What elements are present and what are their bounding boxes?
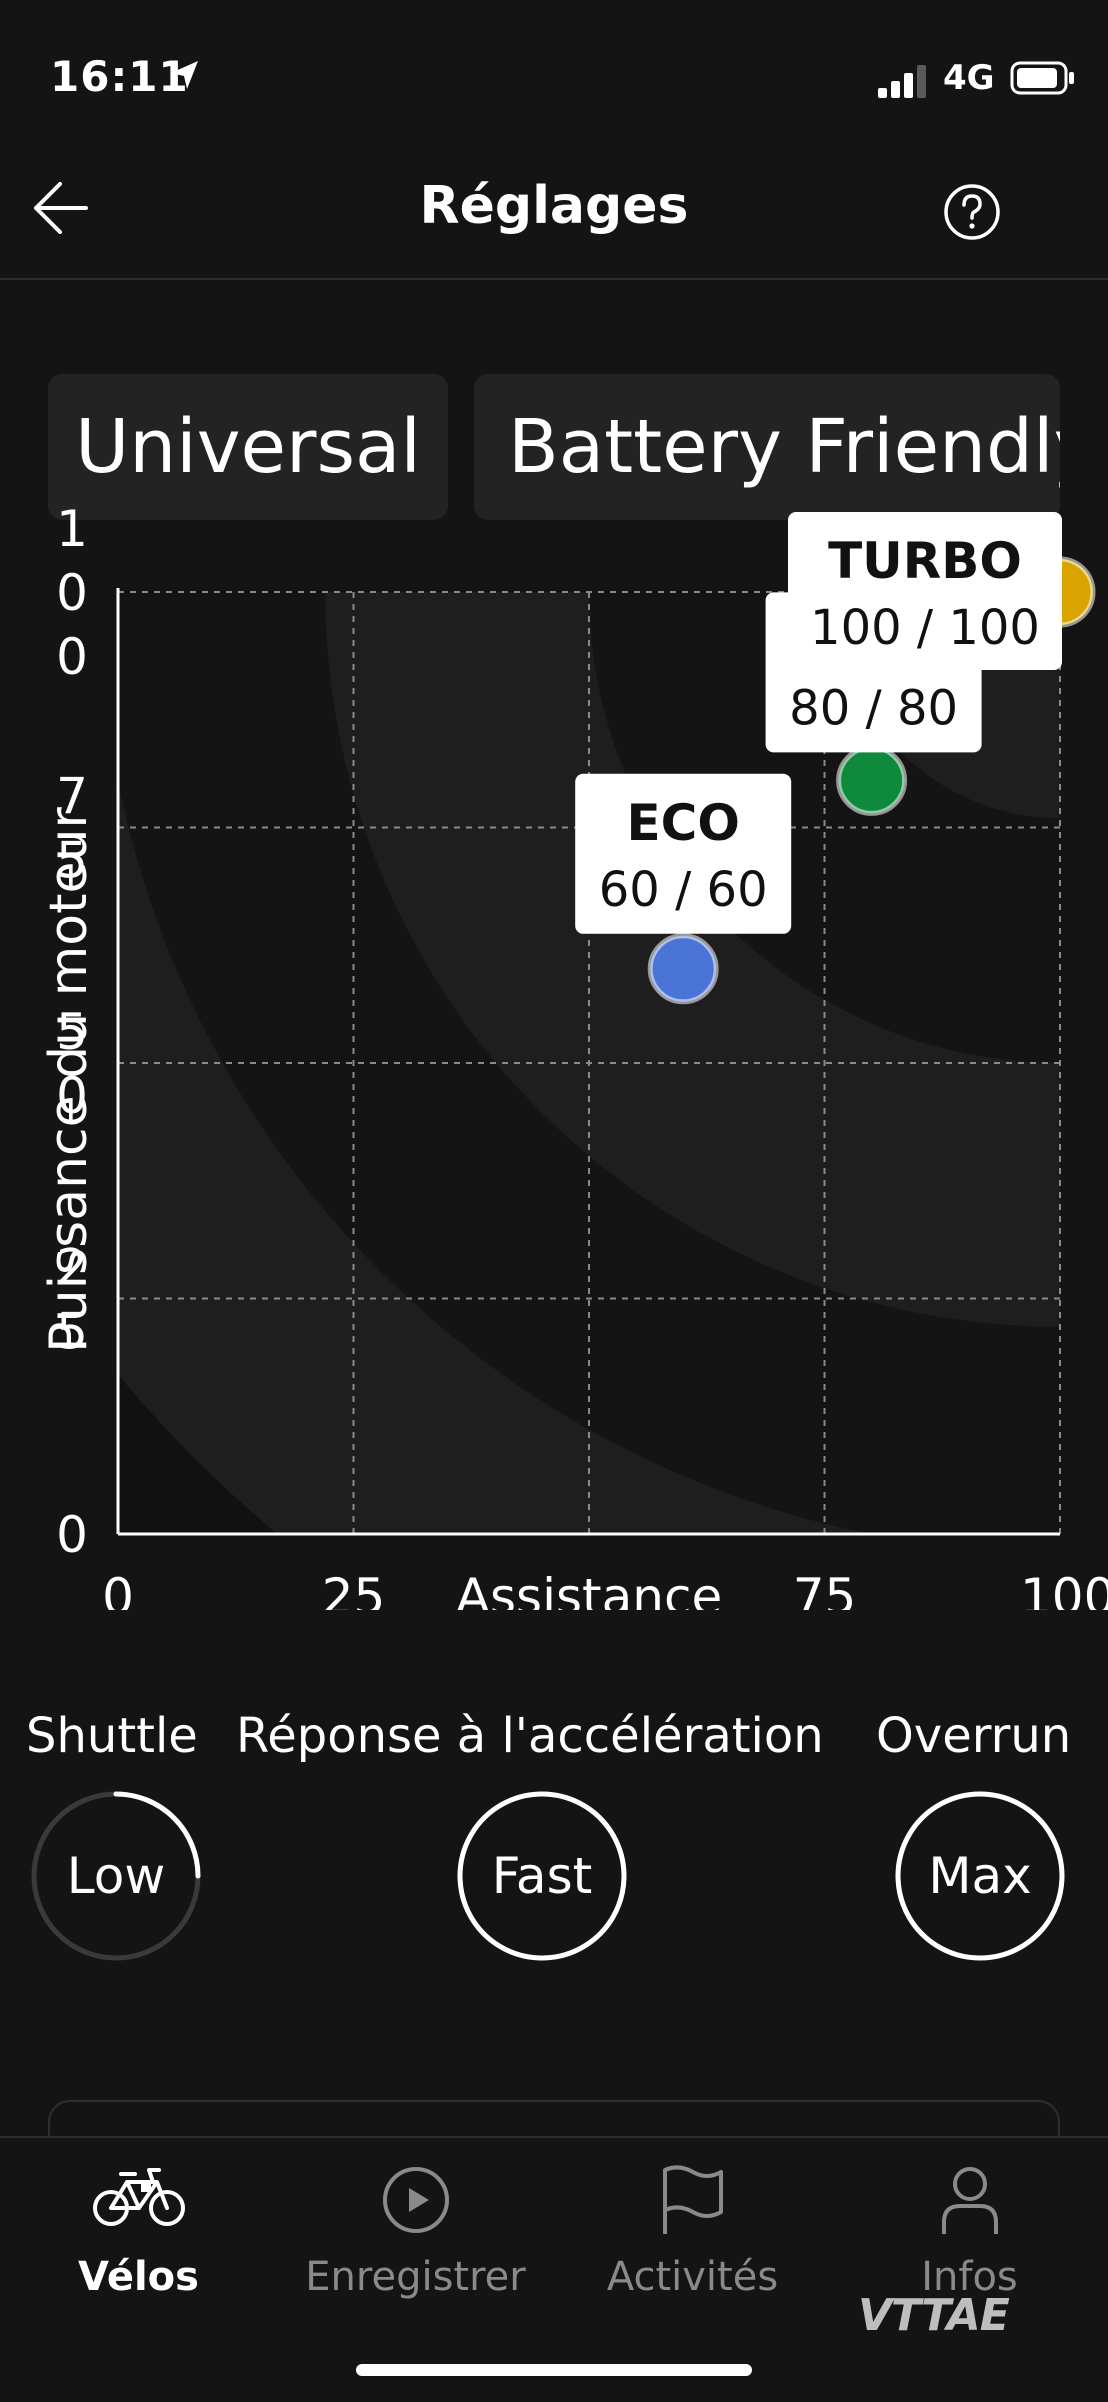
acceleration-response-value: Fast bbox=[491, 1847, 593, 1905]
assist-power-chart: 0 25 Assistance 75 100 0 2 5 5 0 7 5 1 0 0 Puissance du… bbox=[39, 500, 1108, 1610]
play-icon bbox=[382, 2167, 449, 2233]
acceleration-response-dial[interactable]: Fast bbox=[456, 1790, 628, 1962]
tab-enregistrer-label: Enregistrer bbox=[305, 2254, 526, 2300]
y-tick-label: 0 bbox=[56, 1506, 88, 1564]
x-tick-label: Assistance bbox=[456, 1568, 722, 1610]
cell-signal-icon bbox=[878, 65, 926, 98]
tab-activites-label: Activités bbox=[606, 2254, 779, 2300]
x-tick-label: 0 bbox=[102, 1568, 134, 1610]
watermark-logo: VTTAE bbox=[858, 2290, 1010, 2341]
shuttle-dial[interactable]: Low bbox=[30, 1790, 202, 1962]
network-type: 4G bbox=[943, 58, 995, 98]
y-axis-title: Puissance du moteur bbox=[39, 807, 99, 1353]
mode-value: 100 / 100 bbox=[810, 600, 1040, 656]
status-time: 16:11 bbox=[50, 52, 189, 101]
shuttle-label: Shuttle bbox=[26, 1708, 198, 1764]
x-tick-label: 75 bbox=[793, 1568, 857, 1610]
mode-point bbox=[836, 744, 908, 816]
tab-infos[interactable]: Infos bbox=[831, 2150, 1108, 2300]
mode-value: 60 / 60 bbox=[599, 862, 768, 918]
mode-label-card bbox=[575, 773, 792, 934]
header-divider bbox=[0, 278, 1108, 280]
location-arrow-icon bbox=[171, 61, 198, 89]
mode-label-card bbox=[788, 512, 1062, 670]
acceleration-response-label: Réponse à l'accélération bbox=[236, 1708, 824, 1764]
mode-name: TURBO bbox=[828, 532, 1022, 590]
battery-icon bbox=[1010, 61, 1074, 95]
flag-icon bbox=[662, 2165, 723, 2234]
mode-point bbox=[647, 933, 719, 1005]
tab-velos-label: Vélos bbox=[78, 2254, 199, 2300]
x-tick-label: 100 bbox=[1020, 1568, 1108, 1610]
help-icon[interactable] bbox=[942, 182, 1002, 242]
mode-name: ECO bbox=[627, 794, 740, 852]
bike-icon bbox=[92, 2168, 185, 2226]
overrun-value: Max bbox=[928, 1847, 1032, 1905]
mode-chip-universal[interactable]: Universal bbox=[48, 374, 448, 520]
mode-chip-battery-friendly[interactable]: Battery Friendly bbox=[474, 374, 1060, 520]
back-arrow-icon[interactable] bbox=[30, 180, 90, 236]
page-title: Réglages bbox=[419, 176, 689, 236]
overrun-label: Overrun bbox=[876, 1708, 1072, 1764]
tab-velos[interactable]: Vélos bbox=[0, 2150, 277, 2300]
tab-infos-label: Infos bbox=[921, 2254, 1018, 2300]
tab-activites[interactable]: Activités bbox=[554, 2150, 831, 2300]
x-tick-label: 25 bbox=[322, 1568, 386, 1610]
shuttle-value: Low bbox=[66, 1847, 166, 1905]
person-icon bbox=[941, 2167, 998, 2234]
mode-value: 80 / 80 bbox=[789, 680, 958, 736]
tab-enregistrer[interactable]: Enregistrer bbox=[277, 2150, 554, 2300]
home-indicator bbox=[356, 2364, 752, 2376]
overrun-dial[interactable]: Max bbox=[894, 1790, 1066, 1962]
tab-bar bbox=[0, 2136, 1108, 2402]
